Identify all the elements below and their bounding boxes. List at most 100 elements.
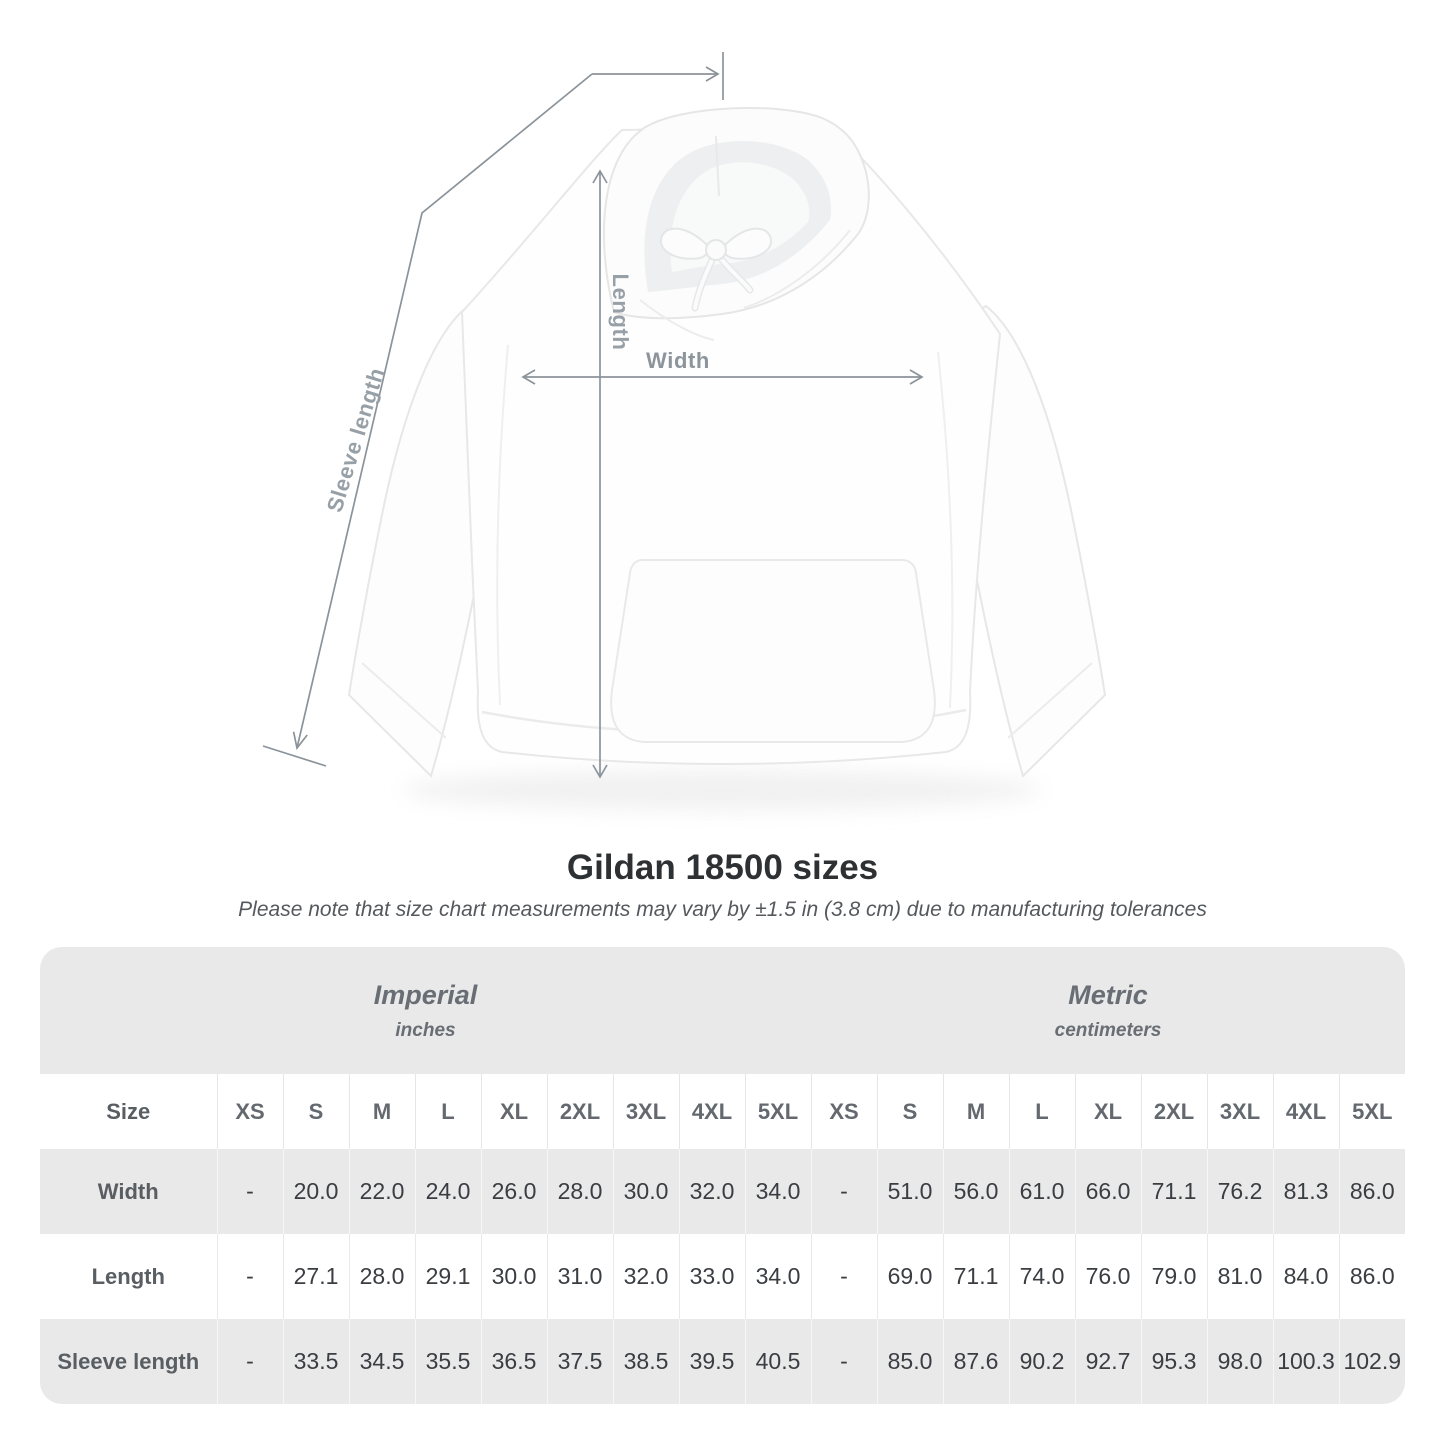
value-cell: 71.1	[942, 1234, 1009, 1319]
value-cell: 32.0	[612, 1234, 679, 1319]
value-cell: 56.0	[942, 1149, 1009, 1234]
metric-group-unit: centimeters	[1054, 1019, 1162, 1041]
value-cell: 85.0	[876, 1319, 943, 1404]
value-cell: 66.0	[1074, 1149, 1141, 1234]
value-cell: -	[216, 1234, 283, 1319]
value-cell: 90.2	[1008, 1319, 1075, 1404]
value-cell: 87.6	[942, 1319, 1009, 1404]
value-cell: 22.0	[348, 1149, 415, 1234]
value-cell: 32.0	[678, 1149, 745, 1234]
metric-group-header: Metric centimeters	[811, 947, 1405, 1074]
value-cell: 30.0	[612, 1149, 679, 1234]
value-cell: 74.0	[1008, 1234, 1075, 1319]
size-corner-cell: Size	[40, 1074, 217, 1149]
page-title: Gildan 18500 sizes	[566, 848, 879, 887]
size-table-body: Size XS S M L XL 2XL 3XL 4XL 5XL XS S M L XL 2XL 3XL 4XL 5…	[40, 1074, 1405, 1404]
value-cell: -	[810, 1149, 877, 1234]
imperial-group-label: Imperial	[373, 979, 478, 1010]
hoodie-pocket	[610, 559, 936, 743]
value-cell: -	[810, 1234, 877, 1319]
hoodie-measurement-diagram: Length Width Sleeve length	[262, 52, 1107, 810]
value-cell: 26.0	[480, 1149, 547, 1234]
value-cell: 30.0	[480, 1234, 547, 1319]
sleeve-length-arrow	[262, 52, 724, 767]
hoodie-hood	[603, 106, 870, 341]
width-measure-label: Width	[646, 348, 710, 373]
length-arrow	[592, 169, 608, 779]
value-cell: 40.5	[744, 1319, 811, 1404]
value-cell: 24.0	[414, 1149, 481, 1234]
tolerance-note: Please note that size chart measurements…	[238, 898, 1207, 921]
row-label-cell: Sleeve length	[40, 1319, 217, 1404]
value-cell: 84.0	[1272, 1234, 1339, 1319]
value-cell: 86.0	[1338, 1149, 1405, 1234]
value-cell: 76.0	[1074, 1234, 1141, 1319]
value-cell: 92.7	[1074, 1319, 1141, 1404]
size-col-header: 3XL	[1206, 1074, 1273, 1149]
table-row: Sleeve length -33.5 34.5 35.5 36.5 37.5 38.5 39…	[40, 1319, 1405, 1404]
value-cell: 35.5	[414, 1319, 481, 1404]
value-cell: 76.2	[1206, 1149, 1273, 1234]
value-cell: 39.5	[678, 1319, 745, 1404]
value-cell: 31.0	[546, 1234, 613, 1319]
imperial-group-unit: inches	[395, 1019, 456, 1041]
drawstring-bow	[659, 227, 773, 312]
size-col-header: 2XL	[1140, 1074, 1207, 1149]
value-cell: -	[216, 1319, 283, 1404]
size-col-header: 3XL	[612, 1074, 679, 1149]
value-cell: 28.0	[546, 1149, 613, 1234]
size-chart-table: Imperial inches Metric centimeters Size X…	[40, 947, 1405, 1404]
size-col-header: 4XL	[1272, 1074, 1339, 1149]
value-cell: 29.1	[414, 1234, 481, 1319]
value-cell: 33.5	[282, 1319, 349, 1404]
value-cell: 95.3	[1140, 1319, 1207, 1404]
value-cell: 81.0	[1206, 1234, 1273, 1319]
size-col-header: S	[282, 1074, 349, 1149]
row-label-cell: Width	[40, 1149, 217, 1234]
size-col-header: XL	[1074, 1074, 1141, 1149]
value-cell: 28.0	[348, 1234, 415, 1319]
size-col-header: 5XL	[744, 1074, 811, 1149]
value-cell: 34.0	[744, 1234, 811, 1319]
hoodie-illustration	[262, 52, 1107, 810]
value-cell: 102.9	[1338, 1319, 1405, 1404]
value-cell: 36.5	[480, 1319, 547, 1404]
size-col-header: M	[348, 1074, 415, 1149]
value-cell: 51.0	[876, 1149, 943, 1234]
table-row: Width -20.0 22.0 24.0 26.0 28.0 30.0 32.0 34.0-5…	[40, 1149, 1405, 1234]
length-measure-label: Length	[608, 273, 633, 351]
size-col-header: XL	[480, 1074, 547, 1149]
size-header-row: Size XS S M L XL 2XL 3XL 4XL 5XL XS S M L XL 2XL 3XL 4XL 5…	[40, 1074, 1405, 1149]
value-cell: 98.0	[1206, 1319, 1273, 1404]
value-cell: 27.1	[282, 1234, 349, 1319]
value-cell: 34.0	[744, 1149, 811, 1234]
value-cell: -	[810, 1319, 877, 1404]
value-cell: 38.5	[612, 1319, 679, 1404]
size-col-header: L	[1008, 1074, 1075, 1149]
size-col-header: 5XL	[1338, 1074, 1405, 1149]
value-cell: 81.3	[1272, 1149, 1339, 1234]
value-cell: 69.0	[876, 1234, 943, 1319]
size-col-header: M	[942, 1074, 1009, 1149]
width-arrow	[521, 369, 924, 385]
value-cell: 37.5	[546, 1319, 613, 1404]
value-cell: 100.3	[1272, 1319, 1339, 1404]
value-cell: 86.0	[1338, 1234, 1405, 1319]
unit-group-row: Imperial inches Metric centimeters	[40, 947, 1405, 1074]
size-col-header: XS	[810, 1074, 877, 1149]
size-col-header: XS	[216, 1074, 283, 1149]
value-cell: 61.0	[1008, 1149, 1075, 1234]
garment-shadow	[402, 770, 1042, 810]
value-cell: 79.0	[1140, 1234, 1207, 1319]
size-table: Imperial inches Metric centimeters Size X…	[40, 947, 1405, 1404]
imperial-group-header: Imperial inches	[40, 947, 811, 1074]
value-cell: 20.0	[282, 1149, 349, 1234]
row-label-cell: Length	[40, 1234, 217, 1319]
measurement-lines	[262, 52, 924, 779]
size-col-header: 2XL	[546, 1074, 613, 1149]
value-cell: 71.1	[1140, 1149, 1207, 1234]
value-cell: 33.0	[678, 1234, 745, 1319]
size-col-header: 4XL	[678, 1074, 745, 1149]
value-cell: 34.5	[348, 1319, 415, 1404]
table-row: Length -27.1 28.0 29.1 30.0 31.0 32.0 33.0 34.0-…	[40, 1234, 1405, 1319]
